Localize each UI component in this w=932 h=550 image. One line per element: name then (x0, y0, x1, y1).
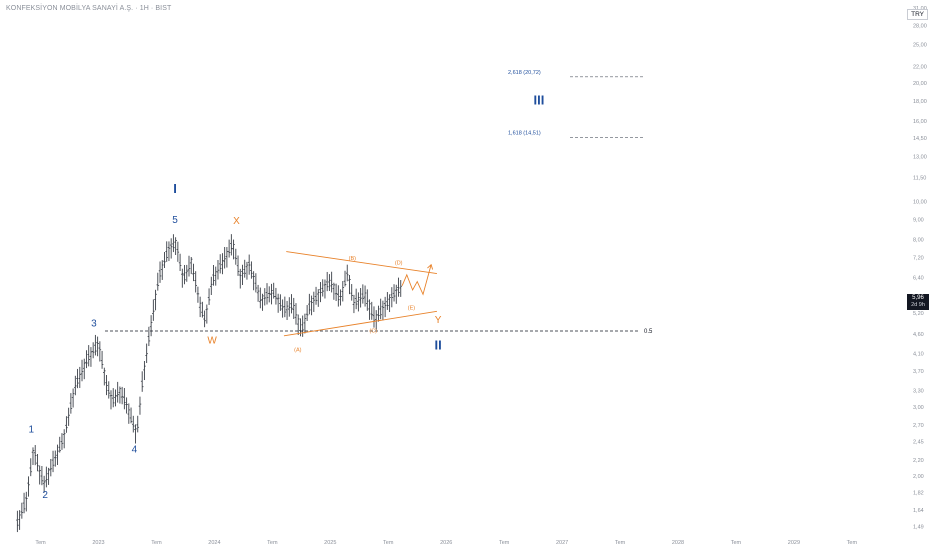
y-tick-label: 4,60 (913, 332, 924, 338)
chart-title: KONFEKSİYON MOBİLYA SANAYİ A.Ş. · 1H · B… (6, 5, 172, 12)
y-tick-label: 3,00 (913, 405, 924, 411)
wave-label: 2 (42, 490, 48, 501)
x-tick-label: 2026 (440, 540, 452, 546)
bar-countdown: 2d 9h (911, 302, 925, 308)
triangle-lower-line (283, 310, 438, 337)
projection-arrowhead (427, 263, 434, 270)
fib-level-label: 2,618 (20,72) (508, 70, 541, 76)
y-tick-label: 9,00 (913, 217, 924, 223)
y-tick-label: 22,00 (913, 65, 927, 71)
x-tick-label: 2028 (672, 540, 684, 546)
y-tick-label: 3,70 (913, 369, 924, 375)
triangle-upper-line (286, 251, 437, 275)
x-tick-label: Tem (267, 540, 278, 546)
y-tick-label: 13,00 (913, 154, 927, 160)
last-price-tag: 5,96 2d 9h (907, 294, 929, 310)
y-tick-label: 2,00 (913, 474, 924, 480)
wave-label: (B) (349, 256, 357, 262)
y-tick-label: 20,00 (913, 81, 927, 87)
y-tick-label: 2,70 (913, 423, 924, 429)
x-tick-label: Tem (615, 540, 626, 546)
x-tick-label: Tem (383, 540, 394, 546)
y-tick-label: 10,00 (913, 199, 927, 205)
x-tick-label: 2025 (324, 540, 336, 546)
wave-label: X (233, 216, 240, 227)
wave-label: 4 (132, 444, 138, 455)
x-tick-label: Tem (35, 540, 46, 546)
x-tick-label: Tem (847, 540, 858, 546)
fib-level-label: 1,618 (14,51) (508, 131, 541, 137)
x-tick-label: 2029 (788, 540, 800, 546)
y-tick-label: 5,20 (913, 311, 924, 317)
y-tick-label: 2,20 (913, 458, 924, 464)
y-tick-label: 6,40 (913, 276, 924, 282)
wave-label: (C) (369, 328, 377, 334)
wave-label: 1 (29, 425, 35, 436)
wave-label: 3 (91, 319, 97, 330)
y-tick-label: 1,49 (913, 525, 924, 531)
wave-label: 5 (172, 215, 178, 226)
price-bars (16, 234, 403, 533)
x-tick-label: 2027 (556, 540, 568, 546)
y-tick-label: 4,10 (913, 352, 924, 358)
x-tick-label: Tem (731, 540, 742, 546)
x-tick-label: Tem (151, 540, 162, 546)
drawing-lines: 0.5 2,618 (20,72) 1,618 (14,51) (105, 70, 653, 337)
y-tick-label: 18,00 (913, 99, 927, 105)
wave-label: III (534, 93, 545, 108)
y-tick-label: 16,00 (913, 119, 927, 125)
wave-label: Y (435, 315, 442, 326)
x-tick-label: 2023 (92, 540, 104, 546)
y-tick-label: 14,50 (913, 136, 927, 142)
y-tick-label: 1,64 (913, 508, 924, 514)
y-tick-label: 8,00 (913, 237, 924, 243)
y-tick-label: 1,82 (913, 490, 924, 496)
y-tick-label: 11,50 (913, 175, 926, 181)
wave-label: (E) (408, 306, 416, 312)
y-tick-label: 2,45 (913, 440, 924, 446)
currency-label[interactable]: TRY (907, 9, 928, 20)
y-tick-label: 3,30 (913, 389, 924, 395)
x-tick-label: 2024 (208, 540, 220, 546)
y-tick-label: 7,20 (913, 255, 924, 261)
wave-label: II (434, 337, 441, 352)
projection-path (401, 264, 432, 296)
last-price-value: 5,96 (912, 295, 924, 301)
y-tick-label: 25,00 (913, 43, 927, 49)
retracement-label: 0.5 (644, 329, 653, 335)
wave-label: (A) (294, 348, 302, 354)
wave-label: W (207, 335, 217, 346)
wave-label: (D) (395, 261, 403, 267)
x-tick-label: Tem (499, 540, 510, 546)
x-axis: Tem 2023 Tem 2024 Tem 2025 Tem 2026 Tem 2027 Tem 20… (35, 540, 857, 546)
wave-label: I (173, 181, 177, 196)
y-axis: 31,0028,0025,0022,0020,0018,0016,0014,50… (913, 6, 927, 531)
y-tick-label: 28,00 (913, 23, 927, 29)
